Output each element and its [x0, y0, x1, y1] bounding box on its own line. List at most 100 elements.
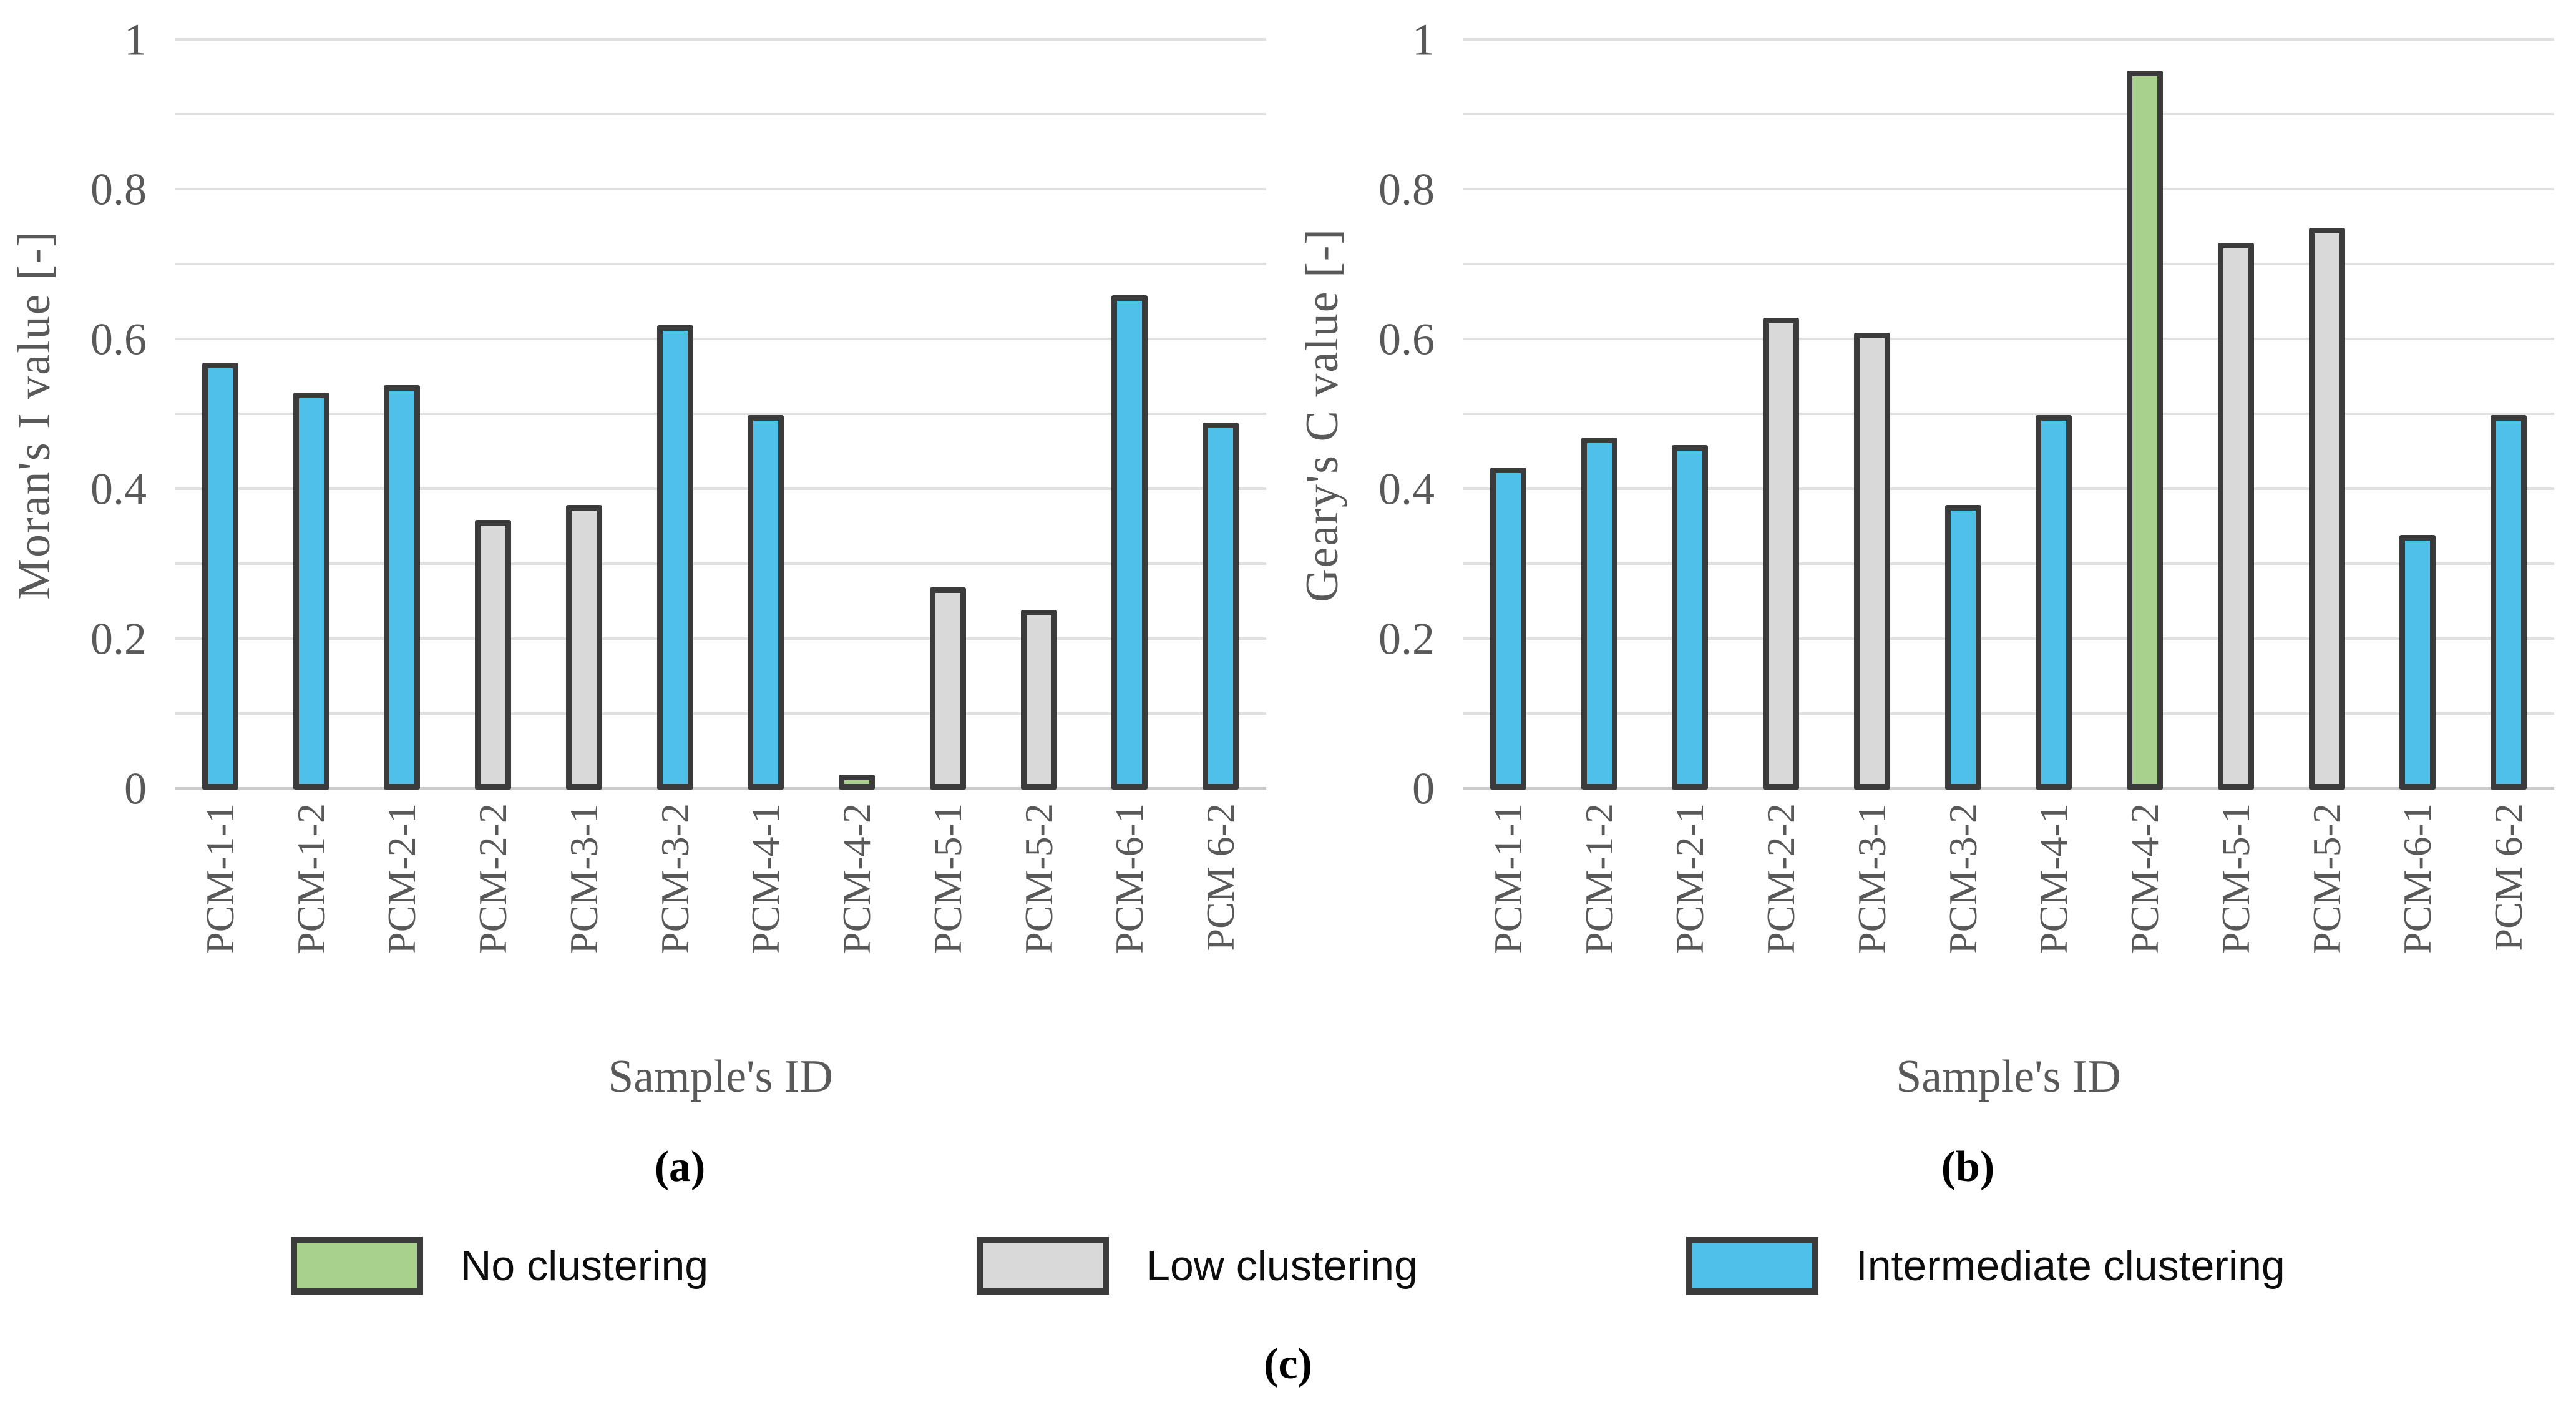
gridline — [1463, 263, 2554, 265]
bar-PCM-1-2 — [1581, 438, 1617, 790]
y-axis-tick-label: 1 — [1412, 14, 1435, 65]
x-tick-label: PCM-2-2 — [1759, 803, 1803, 954]
bar-PCM-2-2 — [475, 520, 512, 790]
y-axis-tick-label: 0 — [124, 763, 147, 814]
chart-a-y-axis-title: Moran's I value [-] — [0, 41, 69, 790]
x-tick-label: PCM-1-1 — [197, 803, 242, 954]
x-tick-label: PCM-3-2 — [1940, 803, 1985, 954]
x-tick: PCM-5-1 — [2190, 803, 2281, 1039]
gridline — [1463, 487, 2554, 490]
x-tick: PCM-4-2 — [811, 803, 902, 1039]
bar-PCM-3-1 — [1853, 333, 1890, 790]
bar-PCM-2-2 — [1763, 318, 1800, 790]
x-tick-label: PCM-2-1 — [1667, 803, 1712, 954]
bar-column — [1827, 41, 1918, 790]
legend-swatch-no_clustering — [291, 1237, 424, 1295]
x-tick-label: PCM-3-1 — [561, 803, 606, 954]
legend-label: No clustering — [461, 1242, 709, 1290]
panel-b-label: (b) — [1941, 1143, 1995, 1191]
bar-column — [2190, 41, 2281, 790]
x-tick-label: PCM-1-2 — [1576, 803, 1621, 954]
bar-PCM-2-1 — [384, 385, 421, 790]
gridline — [1463, 413, 2554, 415]
bar-column — [721, 41, 812, 790]
bar-column — [266, 41, 357, 790]
gridline — [1463, 787, 2554, 790]
bar-PCM 6-2 — [1203, 423, 1239, 790]
legend-item-intermediate_clustering: Intermediate clustering — [1686, 1237, 2285, 1295]
panel-a-label: (a) — [654, 1143, 706, 1191]
x-tick-label: PCM-5-2 — [1016, 803, 1061, 954]
x-tick-label: PCM-4-1 — [2031, 803, 2076, 954]
bar-PCM-5-2 — [1020, 610, 1057, 790]
bar-column — [447, 41, 539, 790]
x-tick: PCM-5-2 — [2281, 803, 2373, 1039]
x-tick-label: PCM-4-1 — [743, 803, 788, 954]
x-tick-label: PCM-1-2 — [288, 803, 333, 954]
x-tick: PCM-3-1 — [1827, 803, 1918, 1039]
x-tick-label: PCM-2-2 — [471, 803, 515, 954]
chart-b-plot-area — [1463, 38, 2554, 790]
bar-column — [630, 41, 721, 790]
x-tick-label: PCM 6-2 — [2486, 803, 2531, 951]
bar-PCM-3-2 — [1944, 505, 1981, 790]
x-tick-label: PCM-5-1 — [2213, 803, 2258, 954]
x-tick-label: PCM-4-2 — [834, 803, 879, 954]
bar-column — [993, 41, 1085, 790]
bar-column — [2281, 41, 2373, 790]
bar-column — [357, 41, 448, 790]
x-tick-label: PCM-6-1 — [1107, 803, 1152, 954]
bar-column — [1463, 41, 1554, 790]
y-axis-tick-label: 0.6 — [1378, 314, 1435, 365]
bar-PCM-4-2 — [839, 775, 876, 790]
bar-column — [175, 41, 266, 790]
legend-label: Intermediate clustering — [1855, 1242, 2285, 1290]
x-tick: PCM 6-2 — [1175, 803, 1266, 1039]
chart-b-y-axis-title: Geary's C value [-] — [1288, 41, 1357, 790]
bar-PCM-1-2 — [293, 393, 329, 790]
bar-column — [1554, 41, 1645, 790]
gridline — [1463, 338, 2554, 340]
bar-column — [2009, 41, 2100, 790]
legend-item-low_clustering: Low clustering — [977, 1237, 1418, 1295]
legend-label: Low clustering — [1146, 1242, 1418, 1290]
x-tick: PCM-6-1 — [1085, 803, 1176, 1039]
x-tick: PCM-1-1 — [175, 803, 266, 1039]
x-tick-label: PCM-5-2 — [2304, 803, 2349, 954]
chart-b-x-axis-ticks: PCM-1-1 PCM-1-2 PCM-2-1 PCM-2-2 PCM-3-1 PCM-3… — [1463, 790, 2554, 1039]
x-tick-label: PCM 6-2 — [1198, 803, 1243, 951]
bar-PCM-5-1 — [929, 587, 966, 790]
gridline — [1463, 113, 2554, 115]
bar-PCM-4-1 — [748, 415, 784, 790]
legend-item-no_clustering: No clustering — [291, 1237, 708, 1295]
legend: No clustering Low clustering Intermediate … — [0, 1237, 2576, 1295]
gridline — [175, 562, 1266, 565]
x-tick-label: PCM-2-1 — [379, 803, 424, 954]
bar-column — [1645, 41, 1736, 790]
chart-a-y-axis-ticks: 1 0.8 0.6 0.4 0.2 0 — [69, 17, 175, 811]
bar-column — [1085, 41, 1176, 790]
bar-column — [2373, 41, 2464, 790]
gridline — [175, 338, 1266, 340]
x-tick: PCM-2-2 — [447, 803, 539, 1039]
y-axis-tick-label: 0 — [1412, 763, 1435, 814]
bar-PCM-5-2 — [2308, 228, 2345, 790]
x-tick: PCM-1-2 — [1554, 803, 1645, 1039]
y-axis-title-text: Geary's C value [-] — [1296, 228, 1348, 602]
y-axis-tick-label: 0.4 — [90, 464, 147, 514]
gridline — [1463, 38, 2554, 41]
x-tick-label: PCM-1-1 — [1485, 803, 1530, 954]
gridline — [1463, 637, 2554, 640]
chart-b-plot-row: Geary's C value [-] 1 0.8 0.6 0.4 0.2 0 — [1288, 17, 2576, 811]
bar-column — [2463, 41, 2554, 790]
chart-a-x-axis-title: Sample's ID — [608, 1051, 833, 1102]
x-tick-label: PCM-3-2 — [652, 803, 697, 954]
chart-b-y-axis-ticks: 1 0.8 0.6 0.4 0.2 0 — [1357, 17, 1463, 811]
y-axis-tick-label: 0.4 — [1378, 464, 1435, 514]
x-tick: PCM-3-2 — [1918, 803, 2009, 1039]
figure-charts-row: Moran's I value [-] 1 0.8 0.6 0.4 0.2 0 PCM-1… — [0, 17, 2576, 1191]
y-axis-tick-label: 0.2 — [1378, 614, 1435, 664]
gridline — [175, 38, 1266, 41]
y-axis-tick-label: 0.2 — [90, 614, 147, 664]
x-tick: PCM-5-2 — [993, 803, 1085, 1039]
